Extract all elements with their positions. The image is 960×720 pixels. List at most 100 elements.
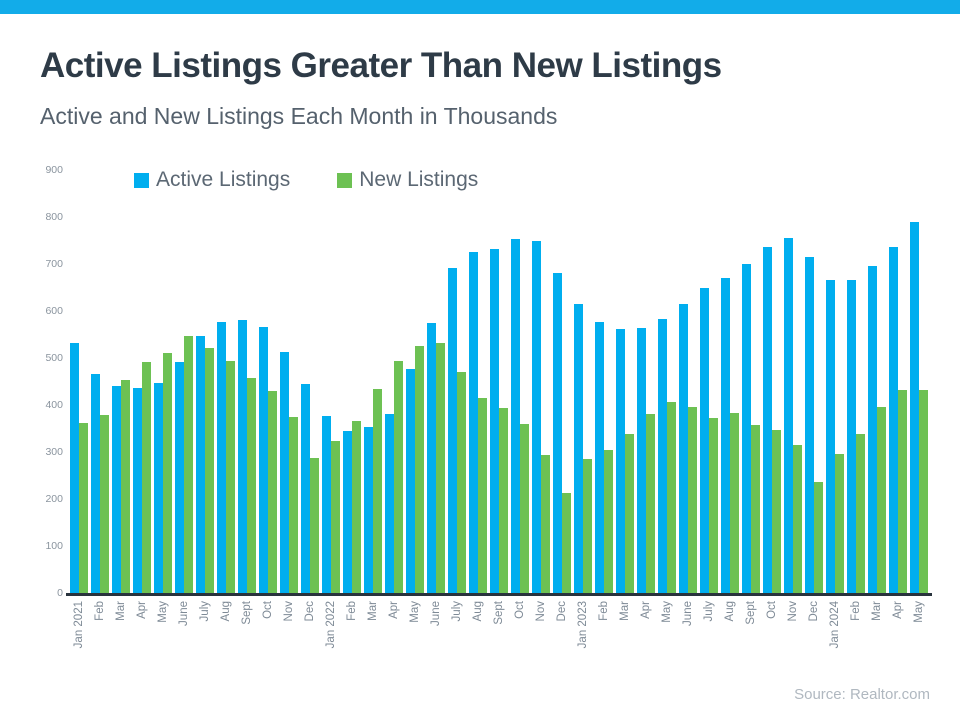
bar-active-listings xyxy=(70,342,79,593)
legend-item-new-listings: New Listings xyxy=(337,168,478,192)
bar-active-listings xyxy=(196,335,205,593)
x-tick-label: June xyxy=(682,601,694,626)
bar-active-listings xyxy=(847,280,856,593)
bar-new-listings xyxy=(184,335,193,593)
bar-active-listings xyxy=(784,238,793,593)
y-tick-label: 0 xyxy=(57,587,63,599)
bar-active-listings xyxy=(322,415,331,593)
month-group xyxy=(446,170,467,593)
bar-active-listings xyxy=(805,257,814,593)
month-group xyxy=(866,170,887,593)
bar-new-listings xyxy=(79,422,88,593)
bar-active-listings xyxy=(679,303,688,593)
bar-new-listings xyxy=(541,455,550,593)
month-group xyxy=(278,170,299,593)
month-group xyxy=(635,170,656,593)
month-group xyxy=(467,170,488,593)
bar-new-listings xyxy=(310,458,319,593)
bar-active-listings xyxy=(91,374,100,593)
month-group xyxy=(803,170,824,593)
x-tick-label: Feb xyxy=(598,601,610,621)
month-group xyxy=(110,170,131,593)
bar-new-listings xyxy=(520,424,529,593)
month-group xyxy=(509,170,530,593)
x-tick-label: Apr xyxy=(388,601,400,619)
month-group xyxy=(68,170,89,593)
bar-new-listings xyxy=(919,390,928,593)
bar-active-listings xyxy=(154,382,163,593)
bar-active-listings xyxy=(238,320,247,593)
month-group xyxy=(383,170,404,593)
month-group xyxy=(656,170,677,593)
y-tick-label: 200 xyxy=(45,493,63,505)
x-tick-label: Aug xyxy=(724,601,736,622)
y-tick-label: 100 xyxy=(45,540,63,552)
x-tick-label: Jan 2021 xyxy=(73,601,85,649)
bar-new-listings xyxy=(226,360,235,593)
bar-new-listings xyxy=(373,389,382,593)
bar-new-listings xyxy=(205,348,214,593)
bar-active-listings xyxy=(280,351,289,593)
x-tick-label: July xyxy=(451,601,463,622)
x-tick-label: Nov xyxy=(283,601,295,622)
bar-active-listings xyxy=(574,303,583,593)
source-attribution: Source: Realtor.com xyxy=(794,686,930,703)
bar-active-listings xyxy=(364,427,373,593)
y-tick-label: 700 xyxy=(45,258,63,270)
page-subtitle: Active and New Listings Each Month in Th… xyxy=(40,103,558,129)
bar-active-listings xyxy=(133,387,142,593)
x-tick-label: May xyxy=(409,601,421,623)
new-listings-swatch-icon xyxy=(337,172,353,188)
x-tick-label: Mar xyxy=(871,601,883,621)
month-group xyxy=(908,170,929,593)
month-group xyxy=(761,170,782,593)
x-tick-label: Apr xyxy=(640,601,652,619)
bar-active-listings xyxy=(616,328,625,593)
x-tick-label: Mar xyxy=(619,601,631,621)
bar-active-listings xyxy=(763,246,772,593)
month-group xyxy=(740,170,761,593)
x-tick-label: Nov xyxy=(535,601,547,622)
month-group xyxy=(320,170,341,593)
month-group xyxy=(782,170,803,593)
x-tick-label: Dec xyxy=(808,601,820,622)
bar-active-listings xyxy=(742,263,751,593)
month-group xyxy=(215,170,236,593)
top-accent-bar xyxy=(0,0,960,14)
bar-active-listings xyxy=(406,368,415,593)
bar-active-listings xyxy=(448,267,457,593)
x-tick-label: July xyxy=(703,601,715,622)
month-group xyxy=(299,170,320,593)
month-group xyxy=(572,170,593,593)
page-title: Active Listings Greater Than New Listing… xyxy=(40,46,722,85)
month-group xyxy=(845,170,866,593)
month-group xyxy=(887,170,908,593)
bar-new-listings xyxy=(667,402,676,593)
legend-label-active: Active Listings xyxy=(156,168,291,191)
y-tick-label: 800 xyxy=(45,211,63,223)
bar-new-listings xyxy=(772,429,781,593)
bar-new-listings xyxy=(457,371,466,593)
bar-new-listings xyxy=(289,416,298,593)
x-tick-label: June xyxy=(430,601,442,626)
bar-new-listings xyxy=(709,418,718,593)
legend-item-active-listings: Active Listings xyxy=(134,168,290,192)
month-group xyxy=(698,170,719,593)
bar-active-listings xyxy=(637,327,646,593)
bar-active-listings xyxy=(700,288,709,593)
x-tick-label: Nov xyxy=(787,601,799,622)
x-tick-label: Aug xyxy=(220,601,232,622)
bar-new-listings xyxy=(646,413,655,593)
month-group xyxy=(614,170,635,593)
bar-new-listings xyxy=(268,391,277,593)
bar-active-listings xyxy=(385,414,394,593)
month-group xyxy=(89,170,110,593)
month-group xyxy=(131,170,152,593)
bar-active-listings xyxy=(490,249,499,593)
month-group xyxy=(425,170,446,593)
bar-new-listings xyxy=(688,406,697,593)
x-tick-label: Dec xyxy=(556,601,568,622)
month-group xyxy=(404,170,425,593)
bar-active-listings xyxy=(511,238,520,593)
bar-new-listings xyxy=(793,445,802,593)
